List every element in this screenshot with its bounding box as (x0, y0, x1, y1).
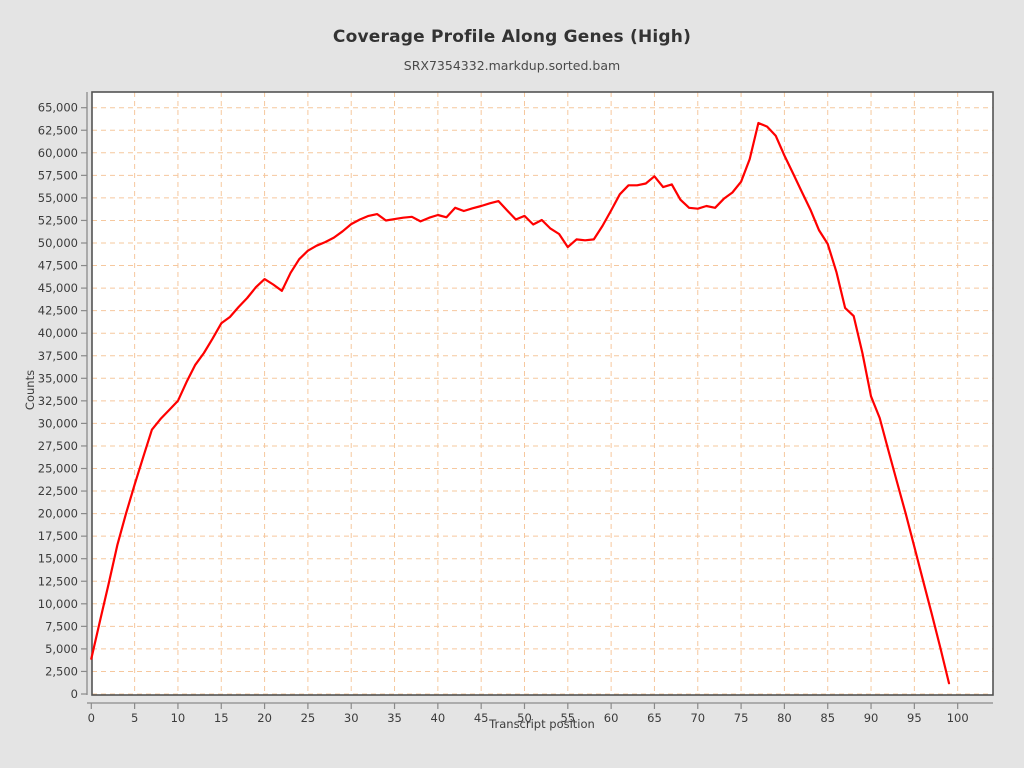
y-tick-label: 17,500 (38, 529, 78, 543)
y-tick-label: 32,500 (38, 394, 78, 408)
x-tick-label: 25 (301, 711, 316, 725)
y-tick-label: 35,000 (38, 371, 78, 385)
x-tick-label: 30 (344, 711, 359, 725)
y-tick-label: 57,500 (38, 168, 78, 182)
x-tick-label: 10 (171, 711, 186, 725)
plot-frame (91, 91, 994, 696)
chart-title: Coverage Profile Along Genes (High) (332, 27, 692, 47)
y-tick-label: 60,000 (38, 146, 78, 160)
y-tick-label: 12,500 (38, 574, 78, 588)
y-tick-label: 20,000 (38, 507, 78, 521)
x-tick-label: 95 (907, 711, 922, 725)
x-tick-label: 80 (777, 711, 792, 725)
x-tick-label: 60 (604, 711, 619, 725)
y-tick-label: 27,500 (38, 439, 78, 453)
x-tick-label: 40 (431, 711, 446, 725)
x-tick-label: 35 (387, 711, 402, 725)
x-tick-label: 70 (690, 711, 705, 725)
x-tick-label: 50 (517, 711, 532, 725)
chart-subtitle: SRX7354332.markdup.sorted.bam (403, 58, 621, 73)
y-tick-label: 50,000 (38, 236, 78, 250)
tick-marks (81, 107, 959, 709)
y-tick-label: 22,500 (38, 484, 78, 498)
y-tick-label: 47,500 (38, 259, 78, 273)
x-tick-label: 20 (257, 711, 272, 725)
x-tick-label: 90 (864, 711, 879, 725)
x-tick-label: 55 (560, 711, 575, 725)
y-tick-label: 45,000 (38, 281, 78, 295)
y-tick-label: 40,000 (38, 326, 78, 340)
x-tick-label: 0 (88, 711, 95, 725)
y-tick-label: 7,500 (45, 619, 78, 633)
y-tick-label: 25,000 (38, 462, 78, 476)
x-tick-label: 15 (214, 711, 229, 725)
x-tick-label: 100 (947, 711, 969, 725)
y-tick-label: 55,000 (38, 191, 78, 205)
plot-area (92, 92, 993, 695)
y-tick-label: 10,000 (38, 597, 78, 611)
coverage-line-series (90, 121, 951, 685)
y-tick-label: 15,000 (38, 552, 78, 566)
tick-labels: 0 2,500 5,000 7,500 10,000 12,500 15,000 17,500… (38, 101, 969, 725)
y-tick-label: 65,000 (38, 101, 78, 115)
grid-lines (92, 92, 993, 695)
y-axis-title: Counts (23, 369, 37, 411)
y-tick-label: 62,500 (38, 123, 78, 137)
y-tick-label: 30,000 (38, 416, 78, 430)
y-tick-label: 52,500 (38, 213, 78, 227)
y-tick-label: 5,000 (45, 642, 78, 656)
x-tick-label: 85 (820, 711, 835, 725)
x-axis-title: Transcript position (489, 717, 595, 731)
x-tick-label: 45 (474, 711, 489, 725)
y-tick-label: 2,500 (45, 664, 78, 678)
y-tick-label: 37,500 (38, 349, 78, 363)
y-tick-label: 0 (71, 687, 78, 701)
axes (86, 92, 993, 704)
x-tick-label: 65 (647, 711, 662, 725)
x-tick-label: 75 (734, 711, 749, 725)
x-tick-label: 5 (131, 711, 138, 725)
y-tick-label: 42,500 (38, 304, 78, 318)
